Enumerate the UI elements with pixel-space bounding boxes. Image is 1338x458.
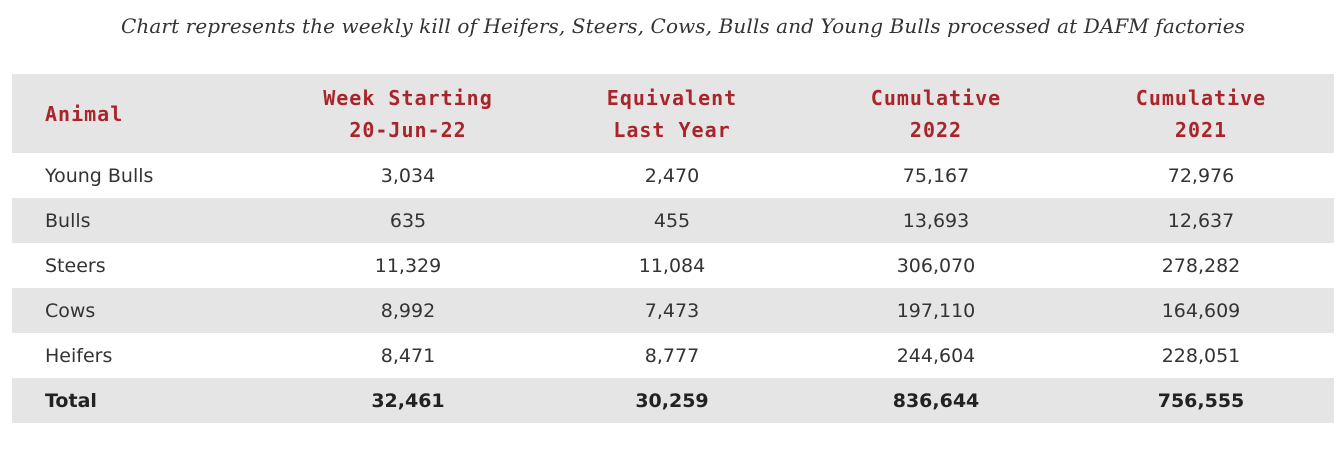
header-cumulative-2021-line1: Cumulative bbox=[1135, 85, 1267, 110]
cell-animal: Cows bbox=[45, 299, 96, 322]
header-cumulative-2022-line2: 2022 bbox=[909, 117, 963, 142]
cell-week: 3,034 bbox=[380, 164, 436, 187]
cell-total-last-year: 30,259 bbox=[635, 389, 709, 412]
cell-cumulative-2021: 164,609 bbox=[1161, 299, 1241, 322]
table-row-young-bulls: Young Bulls 3,034 2,470 75,167 72,976 bbox=[12, 153, 1334, 198]
cell-cumulative-2022: 244,604 bbox=[896, 344, 976, 367]
header-equivalent-line2: Last Year bbox=[613, 117, 731, 142]
table-row-steers: Steers 11,329 11,084 306,070 278,282 bbox=[12, 243, 1334, 288]
cell-cumulative-2021: 12,637 bbox=[1167, 209, 1235, 232]
cell-last-year: 11,084 bbox=[638, 254, 706, 277]
cell-week: 11,329 bbox=[374, 254, 442, 277]
header-equivalent-last-year: Equivalent Last Year bbox=[540, 74, 804, 153]
cell-last-year: 455 bbox=[653, 209, 691, 232]
cell-week: 635 bbox=[389, 209, 427, 232]
header-cumulative-2021: Cumulative 2021 bbox=[1068, 74, 1334, 153]
cell-last-year: 2,470 bbox=[644, 164, 700, 187]
cell-animal: Bulls bbox=[45, 209, 91, 232]
cell-animal: Steers bbox=[45, 254, 106, 277]
table-row-total: Total 32,461 30,259 836,644 756,555 bbox=[12, 378, 1334, 423]
cell-last-year: 7,473 bbox=[644, 299, 700, 322]
table-caption: Chart represents the weekly kill of Heif… bbox=[121, 14, 1245, 38]
weekly-kill-table: Animal Week Starting 20-Jun-22 Equivalen… bbox=[12, 74, 1334, 423]
cell-cumulative-2021: 278,282 bbox=[1161, 254, 1241, 277]
table-row-heifers: Heifers 8,471 8,777 244,604 228,051 bbox=[12, 333, 1334, 378]
cell-total-week: 32,461 bbox=[371, 389, 445, 412]
header-week-starting-line1: Week Starting bbox=[323, 85, 493, 110]
header-animal-label: Animal bbox=[45, 101, 124, 126]
cell-last-year: 8,777 bbox=[644, 344, 700, 367]
cell-animal: Young Bulls bbox=[45, 164, 154, 187]
header-week-starting: Week Starting 20-Jun-22 bbox=[276, 74, 540, 153]
cell-week: 8,992 bbox=[380, 299, 436, 322]
cell-cumulative-2022: 197,110 bbox=[896, 299, 976, 322]
cell-total-label: Total bbox=[45, 389, 97, 412]
header-animal: Animal bbox=[12, 74, 276, 153]
cell-total-cumulative-2021: 756,555 bbox=[1157, 389, 1245, 412]
header-week-starting-line2: 20-Jun-22 bbox=[349, 117, 467, 142]
cell-animal: Heifers bbox=[45, 344, 113, 367]
header-equivalent-line1: Equivalent bbox=[606, 85, 738, 110]
cell-cumulative-2022: 75,167 bbox=[902, 164, 970, 187]
table-row-bulls: Bulls 635 455 13,693 12,637 bbox=[12, 198, 1334, 243]
header-cumulative-2022: Cumulative 2022 bbox=[804, 74, 1068, 153]
table-header-row: Animal Week Starting 20-Jun-22 Equivalen… bbox=[12, 74, 1334, 153]
cell-week: 8,471 bbox=[380, 344, 436, 367]
header-cumulative-2021-line2: 2021 bbox=[1174, 117, 1228, 142]
cell-cumulative-2021: 228,051 bbox=[1161, 344, 1241, 367]
cell-cumulative-2021: 72,976 bbox=[1167, 164, 1235, 187]
table-row-cows: Cows 8,992 7,473 197,110 164,609 bbox=[12, 288, 1334, 333]
cell-total-cumulative-2022: 836,644 bbox=[892, 389, 980, 412]
cell-cumulative-2022: 13,693 bbox=[902, 209, 970, 232]
header-cumulative-2022-line1: Cumulative bbox=[870, 85, 1002, 110]
cell-cumulative-2022: 306,070 bbox=[896, 254, 976, 277]
